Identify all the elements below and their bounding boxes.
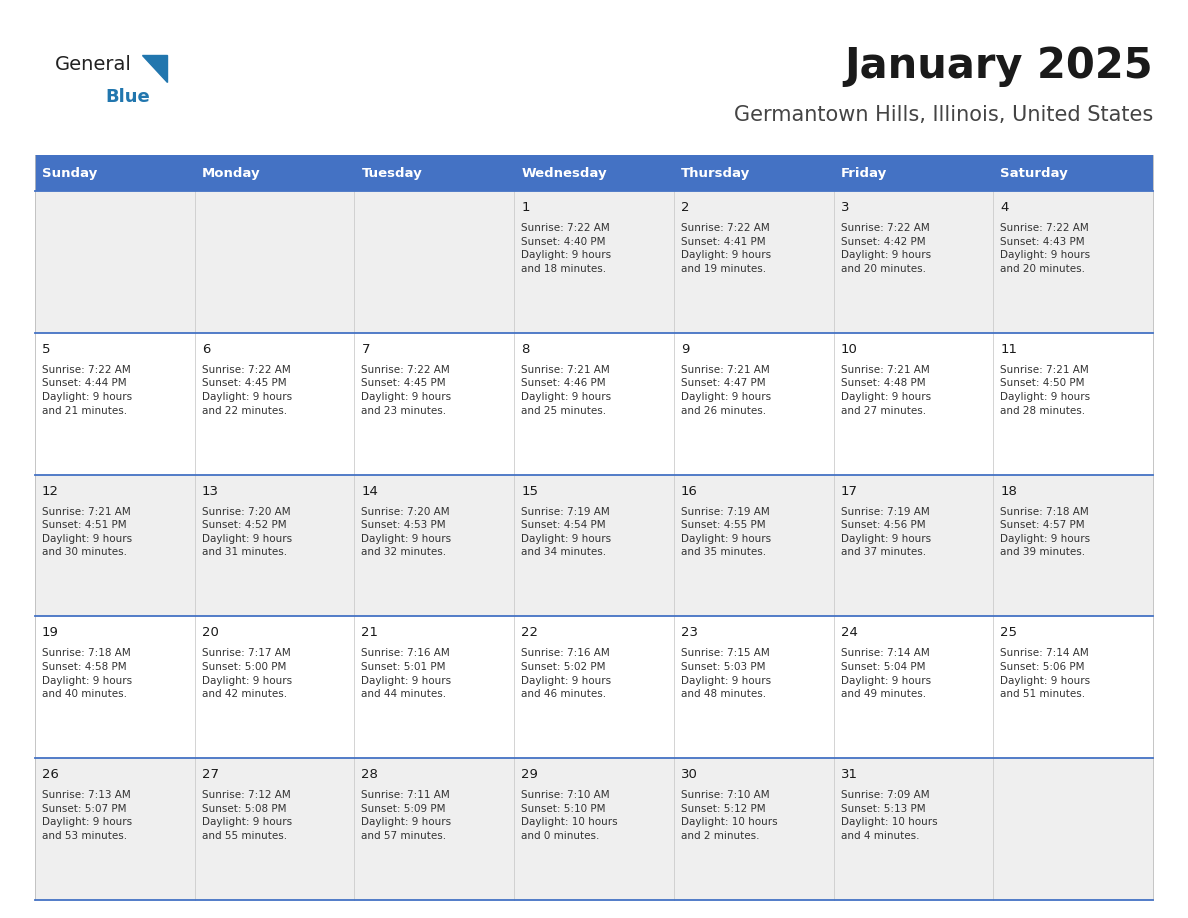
- Bar: [674, 155, 834, 191]
- Text: 2: 2: [681, 201, 689, 214]
- Text: Sunrise: 7:13 AM
Sunset: 5:07 PM
Daylight: 9 hours
and 53 minutes.: Sunrise: 7:13 AM Sunset: 5:07 PM Dayligh…: [42, 790, 132, 841]
- Text: Sunrise: 7:14 AM
Sunset: 5:04 PM
Daylight: 9 hours
and 49 minutes.: Sunrise: 7:14 AM Sunset: 5:04 PM Dayligh…: [841, 648, 930, 700]
- Text: 20: 20: [202, 626, 219, 640]
- Text: Sunrise: 7:21 AM
Sunset: 4:46 PM
Daylight: 9 hours
and 25 minutes.: Sunrise: 7:21 AM Sunset: 4:46 PM Dayligh…: [522, 364, 612, 416]
- Text: 27: 27: [202, 768, 219, 781]
- Text: Sunrise: 7:21 AM
Sunset: 4:51 PM
Daylight: 9 hours
and 30 minutes.: Sunrise: 7:21 AM Sunset: 4:51 PM Dayligh…: [42, 507, 132, 557]
- Text: 12: 12: [42, 485, 59, 498]
- Text: Sunrise: 7:16 AM
Sunset: 5:01 PM
Daylight: 9 hours
and 44 minutes.: Sunrise: 7:16 AM Sunset: 5:01 PM Dayligh…: [361, 648, 451, 700]
- Bar: [34, 333, 1154, 475]
- Text: 3: 3: [841, 201, 849, 214]
- Bar: [34, 155, 195, 191]
- Text: 10: 10: [841, 342, 858, 356]
- Text: Sunrise: 7:20 AM
Sunset: 4:53 PM
Daylight: 9 hours
and 32 minutes.: Sunrise: 7:20 AM Sunset: 4:53 PM Dayligh…: [361, 507, 451, 557]
- Bar: [195, 155, 354, 191]
- Text: 17: 17: [841, 485, 858, 498]
- Text: 7: 7: [361, 342, 369, 356]
- Text: Sunrise: 7:12 AM
Sunset: 5:08 PM
Daylight: 9 hours
and 55 minutes.: Sunrise: 7:12 AM Sunset: 5:08 PM Dayligh…: [202, 790, 292, 841]
- Text: Sunrise: 7:18 AM
Sunset: 4:57 PM
Daylight: 9 hours
and 39 minutes.: Sunrise: 7:18 AM Sunset: 4:57 PM Dayligh…: [1000, 507, 1091, 557]
- Text: Sunrise: 7:18 AM
Sunset: 4:58 PM
Daylight: 9 hours
and 40 minutes.: Sunrise: 7:18 AM Sunset: 4:58 PM Dayligh…: [42, 648, 132, 700]
- Text: 26: 26: [42, 768, 59, 781]
- Text: 13: 13: [202, 485, 219, 498]
- Bar: [34, 475, 1154, 616]
- Text: 14: 14: [361, 485, 378, 498]
- Text: Sunrise: 7:21 AM
Sunset: 4:48 PM
Daylight: 9 hours
and 27 minutes.: Sunrise: 7:21 AM Sunset: 4:48 PM Dayligh…: [841, 364, 930, 416]
- Text: 28: 28: [361, 768, 378, 781]
- Text: Friday: Friday: [841, 166, 886, 180]
- Text: 6: 6: [202, 342, 210, 356]
- Bar: [34, 758, 1154, 900]
- Bar: [993, 155, 1154, 191]
- Text: 9: 9: [681, 342, 689, 356]
- Text: Sunrise: 7:19 AM
Sunset: 4:54 PM
Daylight: 9 hours
and 34 minutes.: Sunrise: 7:19 AM Sunset: 4:54 PM Dayligh…: [522, 507, 612, 557]
- Text: Saturday: Saturday: [1000, 166, 1068, 180]
- Text: 18: 18: [1000, 485, 1017, 498]
- Text: 16: 16: [681, 485, 697, 498]
- Text: 30: 30: [681, 768, 697, 781]
- Bar: [34, 616, 1154, 758]
- Text: 23: 23: [681, 626, 697, 640]
- Text: 29: 29: [522, 768, 538, 781]
- Text: Sunrise: 7:21 AM
Sunset: 4:50 PM
Daylight: 9 hours
and 28 minutes.: Sunrise: 7:21 AM Sunset: 4:50 PM Dayligh…: [1000, 364, 1091, 416]
- Text: 8: 8: [522, 342, 530, 356]
- Text: Thursday: Thursday: [681, 166, 750, 180]
- Text: Tuesday: Tuesday: [361, 166, 422, 180]
- Text: Sunrise: 7:10 AM
Sunset: 5:12 PM
Daylight: 10 hours
and 2 minutes.: Sunrise: 7:10 AM Sunset: 5:12 PM Dayligh…: [681, 790, 777, 841]
- Text: 24: 24: [841, 626, 858, 640]
- Text: Sunrise: 7:20 AM
Sunset: 4:52 PM
Daylight: 9 hours
and 31 minutes.: Sunrise: 7:20 AM Sunset: 4:52 PM Dayligh…: [202, 507, 292, 557]
- Text: General: General: [55, 55, 132, 74]
- Text: 25: 25: [1000, 626, 1017, 640]
- Bar: [834, 155, 993, 191]
- Text: Sunrise: 7:22 AM
Sunset: 4:45 PM
Daylight: 9 hours
and 22 minutes.: Sunrise: 7:22 AM Sunset: 4:45 PM Dayligh…: [202, 364, 292, 416]
- Text: Sunrise: 7:17 AM
Sunset: 5:00 PM
Daylight: 9 hours
and 42 minutes.: Sunrise: 7:17 AM Sunset: 5:00 PM Dayligh…: [202, 648, 292, 700]
- Text: Sunrise: 7:21 AM
Sunset: 4:47 PM
Daylight: 9 hours
and 26 minutes.: Sunrise: 7:21 AM Sunset: 4:47 PM Dayligh…: [681, 364, 771, 416]
- Text: Sunrise: 7:19 AM
Sunset: 4:56 PM
Daylight: 9 hours
and 37 minutes.: Sunrise: 7:19 AM Sunset: 4:56 PM Dayligh…: [841, 507, 930, 557]
- Bar: [34, 191, 1154, 333]
- Text: 4: 4: [1000, 201, 1009, 214]
- Text: Sunrise: 7:22 AM
Sunset: 4:45 PM
Daylight: 9 hours
and 23 minutes.: Sunrise: 7:22 AM Sunset: 4:45 PM Dayligh…: [361, 364, 451, 416]
- Text: 31: 31: [841, 768, 858, 781]
- Text: Sunrise: 7:22 AM
Sunset: 4:42 PM
Daylight: 9 hours
and 20 minutes.: Sunrise: 7:22 AM Sunset: 4:42 PM Dayligh…: [841, 223, 930, 274]
- Text: 21: 21: [361, 626, 379, 640]
- Text: Sunrise: 7:16 AM
Sunset: 5:02 PM
Daylight: 9 hours
and 46 minutes.: Sunrise: 7:16 AM Sunset: 5:02 PM Dayligh…: [522, 648, 612, 700]
- Text: 1: 1: [522, 201, 530, 214]
- Text: Sunrise: 7:09 AM
Sunset: 5:13 PM
Daylight: 10 hours
and 4 minutes.: Sunrise: 7:09 AM Sunset: 5:13 PM Dayligh…: [841, 790, 937, 841]
- Text: Wednesday: Wednesday: [522, 166, 607, 180]
- Text: January 2025: January 2025: [845, 45, 1154, 87]
- Text: Sunrise: 7:14 AM
Sunset: 5:06 PM
Daylight: 9 hours
and 51 minutes.: Sunrise: 7:14 AM Sunset: 5:06 PM Dayligh…: [1000, 648, 1091, 700]
- Text: Monday: Monday: [202, 166, 260, 180]
- Bar: [354, 155, 514, 191]
- Text: 22: 22: [522, 626, 538, 640]
- Text: Sunrise: 7:19 AM
Sunset: 4:55 PM
Daylight: 9 hours
and 35 minutes.: Sunrise: 7:19 AM Sunset: 4:55 PM Dayligh…: [681, 507, 771, 557]
- Text: 19: 19: [42, 626, 59, 640]
- Text: Sunrise: 7:11 AM
Sunset: 5:09 PM
Daylight: 9 hours
and 57 minutes.: Sunrise: 7:11 AM Sunset: 5:09 PM Dayligh…: [361, 790, 451, 841]
- Text: Germantown Hills, Illinois, United States: Germantown Hills, Illinois, United State…: [734, 105, 1154, 125]
- Text: Sunrise: 7:22 AM
Sunset: 4:41 PM
Daylight: 9 hours
and 19 minutes.: Sunrise: 7:22 AM Sunset: 4:41 PM Dayligh…: [681, 223, 771, 274]
- Text: Sunrise: 7:10 AM
Sunset: 5:10 PM
Daylight: 10 hours
and 0 minutes.: Sunrise: 7:10 AM Sunset: 5:10 PM Dayligh…: [522, 790, 618, 841]
- Text: 11: 11: [1000, 342, 1017, 356]
- Polygon shape: [143, 55, 168, 82]
- Text: 5: 5: [42, 342, 51, 356]
- Text: Sunrise: 7:22 AM
Sunset: 4:40 PM
Daylight: 9 hours
and 18 minutes.: Sunrise: 7:22 AM Sunset: 4:40 PM Dayligh…: [522, 223, 612, 274]
- Text: Sunday: Sunday: [42, 166, 97, 180]
- Bar: [514, 155, 674, 191]
- Text: Blue: Blue: [105, 88, 150, 106]
- Text: Sunrise: 7:22 AM
Sunset: 4:44 PM
Daylight: 9 hours
and 21 minutes.: Sunrise: 7:22 AM Sunset: 4:44 PM Dayligh…: [42, 364, 132, 416]
- Text: Sunrise: 7:22 AM
Sunset: 4:43 PM
Daylight: 9 hours
and 20 minutes.: Sunrise: 7:22 AM Sunset: 4:43 PM Dayligh…: [1000, 223, 1091, 274]
- Text: 15: 15: [522, 485, 538, 498]
- Text: Sunrise: 7:15 AM
Sunset: 5:03 PM
Daylight: 9 hours
and 48 minutes.: Sunrise: 7:15 AM Sunset: 5:03 PM Dayligh…: [681, 648, 771, 700]
